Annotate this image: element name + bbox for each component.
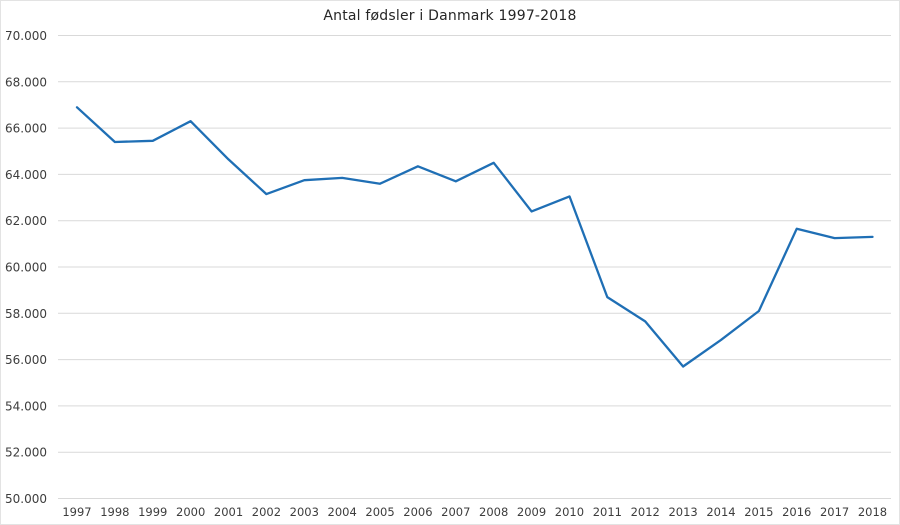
x-tick-label: 1997	[62, 505, 91, 519]
x-tick-label: 2018	[858, 505, 887, 519]
x-tick-label: 1999	[138, 505, 167, 519]
y-tick-label: 54.000	[5, 399, 47, 413]
y-tick-label: 50.000	[5, 492, 47, 506]
x-tick-label: 2010	[555, 505, 584, 519]
y-tick-label: 64.000	[5, 168, 47, 182]
x-tick-label: 2014	[706, 505, 735, 519]
x-tick-label: 2017	[820, 505, 849, 519]
x-tick-label: 2000	[176, 505, 205, 519]
x-tick-label: 2006	[403, 505, 432, 519]
x-tick-label: 2001	[214, 505, 243, 519]
x-tick-label: 2002	[252, 505, 281, 519]
data-series-line	[75, 106, 874, 368]
x-tick-label: 2013	[668, 505, 697, 519]
x-tick-label: 2007	[441, 505, 470, 519]
y-tick-label: 56.000	[5, 353, 47, 367]
y-tick-label: 60.000	[5, 261, 47, 275]
y-tick-label: 62.000	[5, 214, 47, 228]
y-tick-label: 70.000	[5, 29, 47, 43]
y-tick-label: 66.000	[5, 122, 47, 136]
x-tick-label: 2015	[744, 505, 773, 519]
chart-title: Antal fødsler i Danmark 1997-2018	[323, 8, 577, 24]
x-tick-label: 1998	[100, 505, 129, 519]
x-tick-label: 2003	[290, 505, 319, 519]
x-tick-label: 2008	[479, 505, 508, 519]
x-tick-label: 2005	[365, 505, 394, 519]
x-tick-label: 2016	[782, 505, 811, 519]
y-tick-label: 58.000	[5, 307, 47, 321]
x-tick-label: 2012	[631, 505, 660, 519]
x-tick-label: 2004	[328, 505, 357, 519]
x-tick-label: 2011	[593, 505, 622, 519]
x-tick-label: 2009	[517, 505, 546, 519]
y-tick-label: 52.000	[5, 446, 47, 460]
y-tick-label: 68.000	[5, 75, 47, 89]
